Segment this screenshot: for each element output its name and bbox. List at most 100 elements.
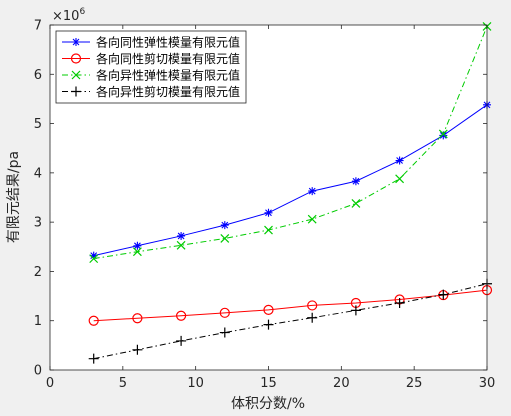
- data-point-shape: [351, 177, 360, 186]
- x-tick-label: 25: [406, 376, 423, 391]
- legend-marker: [72, 38, 80, 46]
- data-point-shape: [395, 156, 404, 165]
- data-point: [308, 187, 317, 196]
- data-point-shape: [132, 344, 143, 355]
- data-point-shape: [132, 247, 142, 257]
- data-point: [176, 240, 186, 250]
- data-point-shape: [176, 310, 187, 321]
- legend-item-2: 各向同性剪切模量有限元值: [62, 51, 240, 66]
- data-point: [220, 221, 229, 230]
- legend-item-3: 各向异性弹性模量有限元值: [62, 68, 240, 83]
- data-point: [89, 254, 99, 264]
- legend-label: 各向同性剪切模量有限元值: [96, 51, 240, 66]
- data-point: [351, 177, 360, 186]
- data-point: [132, 247, 142, 257]
- data-point-shape: [219, 327, 230, 338]
- y-exponent-base: ×10: [52, 9, 79, 24]
- data-point-shape: [264, 225, 273, 235]
- x-tick-label: 0: [46, 376, 54, 391]
- x-tick-label: 30: [479, 376, 496, 391]
- data-point: [220, 233, 230, 243]
- y-tick-label: 7: [34, 19, 42, 34]
- data-point: [264, 208, 273, 217]
- series-1: [89, 100, 491, 260]
- y-tick-label: 6: [34, 68, 42, 83]
- legend-label: 各向异性剪切模量有限元值: [96, 84, 240, 99]
- legend-label: 各向异性弹性模量有限元值: [96, 68, 240, 83]
- data-point-shape: [220, 233, 230, 243]
- data-point-shape: [350, 305, 361, 316]
- x-tick-label: 15: [260, 376, 277, 391]
- legend-marker: [70, 53, 82, 64]
- data-point-shape: [133, 241, 142, 250]
- legend-marker-shape: [71, 70, 81, 80]
- ticks-layer: 0 5 10 15 20 25 30 0 1 2 3 4 5 6 7: [34, 19, 496, 392]
- series-line: [93, 283, 488, 360]
- series-line: [93, 104, 488, 257]
- data-point: [394, 297, 405, 308]
- data-point-shape: [351, 198, 361, 208]
- data-point: [307, 214, 317, 224]
- data-point: [439, 131, 448, 140]
- data-point-shape: [89, 254, 99, 264]
- y-exponent-label: ×106: [52, 7, 85, 24]
- data-point-shape: [219, 307, 230, 318]
- series-3: [89, 22, 492, 264]
- data-point-shape: [308, 187, 317, 196]
- data-point: [88, 315, 99, 326]
- series-line: [93, 289, 488, 322]
- data-point: [88, 353, 99, 364]
- data-point: [438, 129, 448, 139]
- y-tick-label: 3: [34, 216, 42, 231]
- x-axis-label: 体积分数/%: [231, 396, 305, 412]
- data-point: [307, 312, 318, 323]
- data-point-shape: [439, 131, 448, 140]
- data-point: [307, 300, 318, 311]
- data-point: [264, 225, 273, 235]
- data-point-shape: [89, 251, 98, 260]
- legend-marker-shape: [71, 86, 81, 97]
- y-tick-label: 4: [34, 166, 42, 181]
- data-point-shape: [307, 214, 317, 224]
- data-point-shape: [88, 315, 99, 326]
- series-layer: [88, 22, 493, 364]
- data-point-shape: [438, 129, 448, 139]
- data-point-shape: [88, 353, 99, 364]
- legend-item-4: 各向异性剪切模量有限元值: [62, 84, 240, 99]
- data-point: [350, 305, 361, 316]
- y-tick-label: 5: [34, 117, 42, 132]
- data-point-shape: [176, 335, 187, 346]
- x-tick-label: 20: [333, 376, 350, 391]
- data-point-shape: [394, 297, 405, 308]
- data-point: [89, 251, 98, 260]
- data-point-shape: [438, 289, 449, 300]
- data-point: [219, 327, 230, 338]
- legend: 各向同性弹性模量有限元值各向同性剪切模量有限元值各向异性弹性模量有限元值各向异性…: [55, 30, 247, 104]
- series-4: [88, 278, 492, 364]
- y-tick-label: 0: [34, 364, 42, 379]
- legend-item-1: 各向同性弹性模量有限元值: [62, 35, 240, 50]
- x-tick-label: 10: [187, 376, 204, 391]
- data-point-shape: [395, 174, 405, 184]
- data-point-shape: [177, 231, 186, 240]
- legend-marker-shape: [70, 53, 82, 64]
- data-point-shape: [220, 221, 229, 230]
- data-point: [132, 344, 143, 355]
- legend-marker-shape: [72, 38, 80, 46]
- data-point: [351, 198, 361, 208]
- data-point-shape: [176, 240, 186, 250]
- data-point: [263, 319, 274, 330]
- data-point: [395, 156, 404, 165]
- data-point-shape: [264, 208, 273, 217]
- data-point: [438, 289, 449, 300]
- data-point-shape: [307, 312, 318, 323]
- data-point: [176, 335, 187, 346]
- legend-items: 各向同性弹性模量有限元值各向同性剪切模量有限元值各向异性弹性模量有限元值各向异性…: [62, 35, 240, 99]
- y-tick-label: 2: [34, 265, 42, 280]
- legend-box: [55, 30, 247, 104]
- data-point-shape: [132, 313, 143, 324]
- y-axis-label: 有限元结果/pa: [6, 151, 22, 243]
- data-point: [133, 241, 142, 250]
- data-point: [219, 307, 230, 318]
